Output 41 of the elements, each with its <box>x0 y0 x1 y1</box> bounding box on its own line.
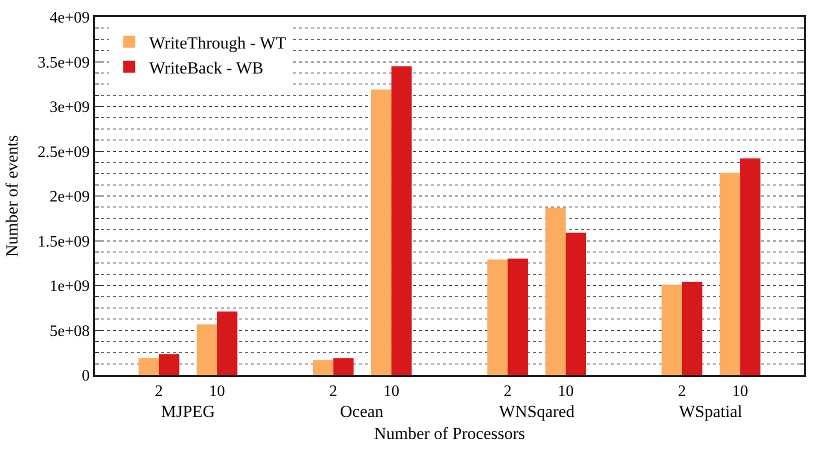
x-tick-label: 2 <box>504 383 512 400</box>
bar <box>371 90 392 375</box>
bar <box>138 358 159 375</box>
x-tick-label: 2 <box>678 383 686 400</box>
bar <box>720 172 740 375</box>
y-tick-label: 0 <box>82 368 90 385</box>
bar <box>508 258 528 375</box>
y-tick-label: 2e+09 <box>50 188 90 206</box>
y-tick-label: 3e+09 <box>50 99 90 116</box>
y-tick-label: 4e+09 <box>50 10 90 27</box>
y-tick-label: 3.5e+09 <box>38 54 90 72</box>
x-tick-label: 2 <box>154 383 163 400</box>
bar <box>312 360 334 375</box>
bar <box>682 282 702 375</box>
bar <box>740 158 760 375</box>
bar <box>391 66 412 375</box>
x-tick-label: 10 <box>209 383 226 400</box>
bar <box>158 354 180 375</box>
x-tick-label: 10 <box>383 383 400 400</box>
text: MJPEG <box>161 402 215 421</box>
x-axis-title: Number of Processors <box>374 424 526 444</box>
bar <box>566 232 586 375</box>
x-tick-label: 10 <box>558 383 574 400</box>
x-tick-label: 2 <box>329 383 338 400</box>
y-tick-label: 2.5e+09 <box>38 144 90 161</box>
text: Ocean <box>340 402 384 421</box>
legend-label: WriteBack - WB <box>149 58 264 78</box>
text: WSpatial <box>679 402 743 421</box>
bar <box>217 311 238 375</box>
bar <box>196 324 218 375</box>
y-tick-label: 1e+09 <box>50 278 90 296</box>
x-tick-label: 10 <box>732 383 748 400</box>
bar <box>545 208 566 375</box>
bar <box>333 358 354 375</box>
bar <box>662 284 682 375</box>
y-tick-label: 1.5e+09 <box>38 233 90 250</box>
legend-label: WriteThrough - WT <box>149 33 287 52</box>
y-axis-title: Number of events <box>2 135 22 257</box>
y-tick-label: 5e+08 <box>50 322 90 340</box>
text: WNSqared <box>499 402 576 421</box>
bar <box>487 260 508 375</box>
